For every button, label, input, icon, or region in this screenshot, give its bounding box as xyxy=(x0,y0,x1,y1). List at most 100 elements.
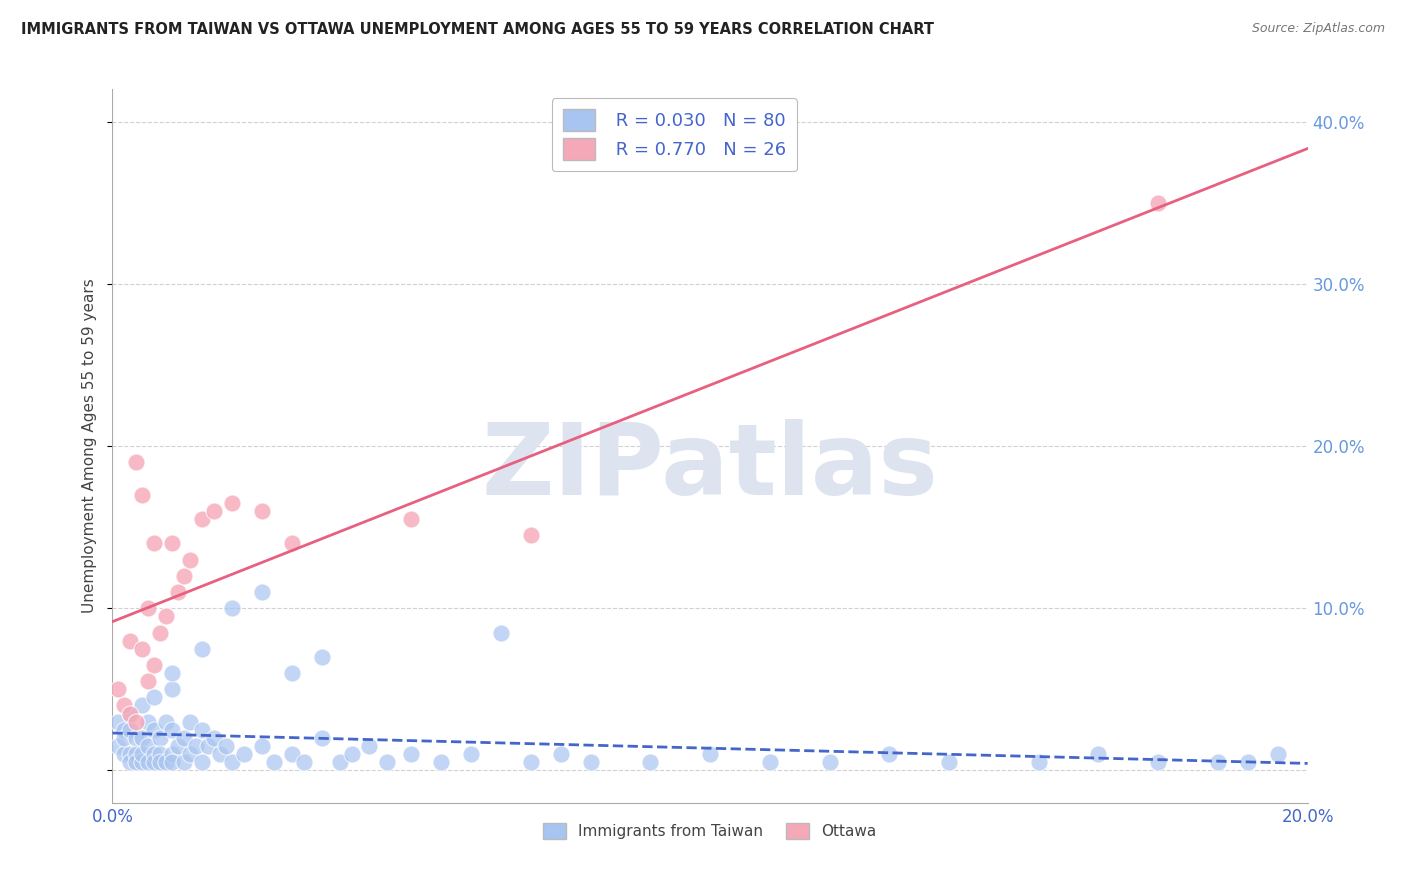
Point xyxy=(281,536,304,550)
Point xyxy=(143,756,166,770)
Point xyxy=(938,756,960,770)
Point xyxy=(202,504,225,518)
Point xyxy=(131,747,153,761)
Point xyxy=(818,756,841,770)
Point xyxy=(107,682,129,697)
Point xyxy=(221,496,243,510)
Point xyxy=(120,706,142,721)
Point xyxy=(281,666,304,681)
Point xyxy=(143,723,166,737)
Point xyxy=(250,585,273,599)
Point xyxy=(250,739,273,753)
Point xyxy=(401,512,423,526)
Point xyxy=(311,731,333,745)
Point xyxy=(233,747,256,761)
Point xyxy=(377,756,399,770)
Point xyxy=(311,649,333,664)
Point xyxy=(430,756,453,770)
Point xyxy=(114,698,135,713)
Point xyxy=(197,739,219,753)
Point xyxy=(138,714,160,729)
Point xyxy=(162,536,183,550)
Point xyxy=(173,568,195,582)
Point xyxy=(149,625,172,640)
Point xyxy=(114,747,135,761)
Point xyxy=(143,747,166,761)
Point xyxy=(149,731,172,745)
Point xyxy=(221,756,243,770)
Point xyxy=(149,756,172,770)
Point xyxy=(125,731,148,745)
Point xyxy=(1267,747,1289,761)
Point xyxy=(292,756,315,770)
Point xyxy=(215,739,238,753)
Point xyxy=(138,674,160,689)
Point xyxy=(162,666,183,681)
Point xyxy=(120,723,142,737)
Point xyxy=(460,747,482,761)
Point xyxy=(191,512,214,526)
Point xyxy=(359,739,381,753)
Point xyxy=(131,756,153,770)
Point xyxy=(640,756,662,770)
Point xyxy=(401,747,423,761)
Point xyxy=(191,723,214,737)
Point xyxy=(191,641,214,656)
Point xyxy=(155,609,177,624)
Point xyxy=(162,747,183,761)
Point xyxy=(1206,756,1229,770)
Point xyxy=(107,714,129,729)
Point xyxy=(131,641,153,656)
Text: Source: ZipAtlas.com: Source: ZipAtlas.com xyxy=(1251,22,1385,36)
Point xyxy=(162,756,183,770)
Point xyxy=(1147,756,1170,770)
Point xyxy=(125,714,148,729)
Point xyxy=(263,756,285,770)
Point xyxy=(329,756,352,770)
Point xyxy=(149,747,172,761)
Point xyxy=(550,747,572,761)
Point xyxy=(1147,195,1170,210)
Point xyxy=(489,625,512,640)
Point xyxy=(250,504,273,518)
Point xyxy=(209,747,232,761)
Point xyxy=(138,756,160,770)
Point xyxy=(173,731,195,745)
Legend: Immigrants from Taiwan, Ottawa: Immigrants from Taiwan, Ottawa xyxy=(537,817,883,845)
Point xyxy=(120,706,142,721)
Point xyxy=(114,723,135,737)
Text: IMMIGRANTS FROM TAIWAN VS OTTAWA UNEMPLOYMENT AMONG AGES 55 TO 59 YEARS CORRELAT: IMMIGRANTS FROM TAIWAN VS OTTAWA UNEMPLO… xyxy=(21,22,934,37)
Point xyxy=(143,690,166,705)
Point xyxy=(120,756,142,770)
Point xyxy=(221,601,243,615)
Point xyxy=(1237,756,1260,770)
Point xyxy=(202,731,225,745)
Point xyxy=(155,714,177,729)
Point xyxy=(699,747,721,761)
Point xyxy=(131,488,153,502)
Point xyxy=(167,739,190,753)
Point xyxy=(179,714,201,729)
Point xyxy=(138,601,160,615)
Point xyxy=(1028,756,1050,770)
Point xyxy=(179,747,201,761)
Point xyxy=(125,455,148,469)
Point xyxy=(579,756,602,770)
Point xyxy=(138,739,160,753)
Point xyxy=(879,747,901,761)
Point xyxy=(125,747,148,761)
Point xyxy=(186,739,208,753)
Point xyxy=(107,739,129,753)
Point xyxy=(520,756,543,770)
Point xyxy=(340,747,363,761)
Point xyxy=(1087,747,1109,761)
Point xyxy=(143,657,166,672)
Point xyxy=(281,747,304,761)
Point xyxy=(759,756,782,770)
Point xyxy=(131,731,153,745)
Point xyxy=(520,528,543,542)
Point xyxy=(155,756,177,770)
Point xyxy=(114,731,135,745)
Text: ZIPatlas: ZIPatlas xyxy=(482,419,938,516)
Point xyxy=(162,682,183,697)
